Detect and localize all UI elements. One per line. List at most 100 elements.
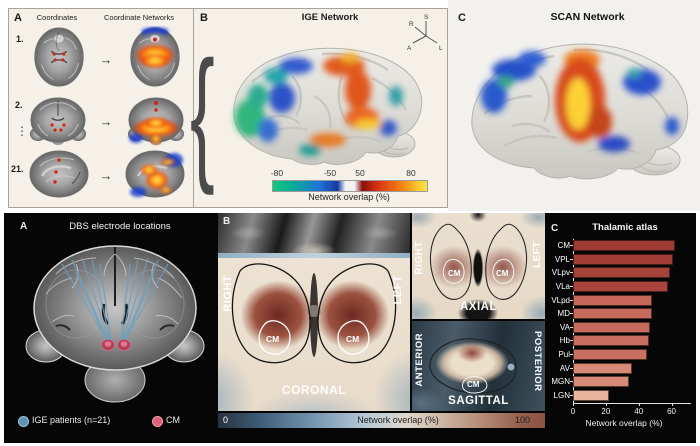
ige-cbar-tick-50: 50	[355, 168, 365, 178]
row-21-number: 21.	[11, 164, 24, 174]
ige-network-title: IGE Network	[301, 12, 359, 23]
bar	[573, 267, 670, 279]
axial-view: RIGHT LEFT CM CM AXIAL	[412, 213, 545, 319]
axial-contours	[429, 223, 528, 300]
bar-row-MD: MD	[548, 307, 694, 321]
coronal-view: RIGHT LEFT CM CM CORONAL B	[218, 213, 410, 411]
coronal-contours	[231, 263, 397, 364]
bar-label: VPL	[554, 254, 570, 264]
orientation-compass-icon: S R A L	[407, 14, 443, 52]
rows-ellipsis: ⋮	[16, 124, 28, 138]
bottom-panel-a-label: A	[20, 221, 28, 232]
bar-row-MGN: MGN	[548, 375, 694, 389]
row-1-number: 1.	[16, 34, 24, 44]
ige-patients-legend: IGE patients (n=21)	[32, 415, 111, 425]
bar	[573, 321, 651, 333]
coronal-slice-network	[128, 97, 184, 145]
coordinate-networks-header: Coordinate Networks	[103, 13, 175, 22]
coronal-view-name: CORONAL	[281, 383, 347, 397]
coronal-blue-strip	[218, 253, 410, 258]
overlap-cbar-min: 0	[223, 415, 229, 425]
coronal-mri-strip	[218, 213, 410, 253]
bar-row-CM: CM	[548, 239, 694, 253]
bar-row-VA: VA	[548, 321, 694, 335]
axial-left-label: LEFT	[532, 241, 543, 268]
thalamic-atlas-title: Thalamic atlas	[592, 222, 658, 233]
axial-cm-left: CM	[496, 269, 509, 278]
bar-label: MGN	[551, 377, 570, 387]
panel-divider	[193, 8, 194, 208]
sagittal-posterior-label: POSTERIOR	[532, 331, 543, 392]
compass-a: A	[407, 45, 412, 52]
compass-s: S	[424, 14, 429, 21]
coronal-left-label: LEFT	[392, 275, 404, 305]
bar-row-LGN: LGN	[548, 389, 694, 403]
bar-label: VLpv	[551, 268, 570, 278]
ige-cbar-tick-neg50: -50	[323, 168, 337, 178]
bar	[573, 253, 674, 265]
arrow-icon: →	[99, 168, 113, 183]
dbs-coronal-mri	[25, 245, 205, 403]
bar	[573, 389, 610, 401]
cm-dot-icon	[152, 416, 163, 427]
axial-view-name: AXIAL	[460, 301, 497, 313]
sagittal-slice-network	[125, 150, 185, 198]
sagittal-slice-coordinates	[29, 150, 89, 198]
sagittal-cm: CM	[467, 380, 480, 389]
coronal-right-label: RIGHT	[222, 275, 234, 312]
y-axis-line	[573, 239, 574, 403]
x-axis-line	[573, 403, 691, 404]
bar-row-VLa: VLa	[548, 280, 694, 294]
overlap-cbar-label: Network overlap (%)	[357, 415, 439, 425]
ige-cbar-tick-80: 80	[406, 168, 416, 178]
ige-network-brain	[233, 47, 423, 165]
coordinates-header: Coordinates	[36, 13, 78, 22]
ige-patients-dot-icon	[18, 416, 29, 427]
bar-label: VLpd	[551, 295, 570, 305]
sagittal-view: ANTERIOR POSTERIOR CM SAGITTAL	[412, 321, 545, 411]
bar-label: LGN	[553, 390, 570, 400]
scan-network-brain	[471, 43, 689, 180]
bar-label: VLa	[555, 282, 570, 292]
bar-label: AV	[559, 363, 570, 373]
top-panel-b-label: B	[200, 12, 208, 24]
coronal-slice-coordinates	[30, 97, 86, 145]
x-tick-40: 40	[634, 407, 644, 416]
coronal-cm-left: CM	[346, 334, 360, 344]
bar	[573, 308, 652, 320]
bar	[573, 362, 633, 374]
cm-legend: CM	[166, 415, 180, 425]
axial-slice-network	[130, 27, 180, 87]
dbs-title: DBS electrode locations	[69, 221, 171, 232]
bottom-panel-b-label: B	[223, 216, 231, 227]
sagittal-contours	[429, 338, 517, 394]
x-tick-20: 20	[601, 407, 611, 416]
bar	[573, 376, 629, 388]
bar-row-VLpd: VLpd	[548, 293, 694, 307]
bar-label: Hb	[559, 336, 570, 346]
thalamic-atlas-panel: C Thalamic atlas CM VPL VLpv VLa VLpd MD VA Hb P…	[548, 215, 694, 443]
scan-network-title: SCAN Network	[550, 11, 625, 23]
arrow-icon: →	[99, 114, 113, 129]
ige-cbar-tick-neg80: -80	[270, 168, 284, 178]
row-2-number: 2.	[15, 100, 23, 110]
sagittal-view-name: SAGITTAL	[448, 395, 509, 407]
bar-label: MD	[557, 309, 570, 319]
bar	[573, 349, 647, 361]
top-panel-c-label: C	[458, 12, 466, 24]
bar	[573, 281, 669, 293]
coronal-cm-right: CM	[266, 334, 280, 344]
axial-cm-right: CM	[448, 269, 461, 278]
bar	[573, 240, 675, 252]
sagittal-anterior-label: ANTERIOR	[414, 333, 425, 387]
chart-x-label: Network overlap (%)	[585, 418, 663, 428]
compass-l: L	[439, 45, 443, 52]
bar-row-Hb: Hb	[548, 334, 694, 348]
bar-row-VLpv: VLpv	[548, 266, 694, 280]
bar-label: CM	[557, 241, 570, 251]
x-tick-0: 0	[570, 407, 576, 416]
bottom-panel-c-label: C	[551, 223, 559, 234]
ige-colorbar-label: Network overlap (%)	[308, 192, 390, 202]
overlap-colorbar: 0 Network overlap (%) 100	[218, 413, 545, 428]
